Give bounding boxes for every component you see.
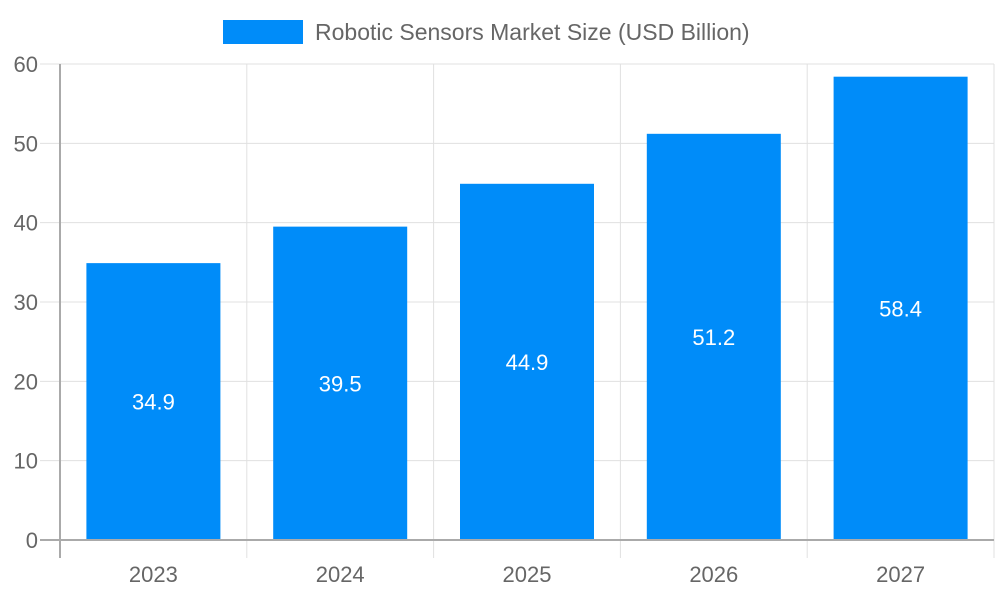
legend-swatch — [223, 20, 303, 44]
bar — [833, 76, 968, 541]
x-tick-label: 2027 — [876, 562, 925, 587]
bar — [86, 263, 221, 540]
y-tick-label: 0 — [26, 528, 38, 553]
data-label: 44.9 — [506, 350, 549, 375]
axes: 0 10 20 30 40 50 60 2023 2024 2025 2026 2027 — [14, 52, 994, 587]
bar — [273, 226, 408, 540]
x-tick-label: 2024 — [316, 562, 365, 587]
legend[interactable]: Robotic Sensors Market Size (USD Billion… — [223, 19, 750, 45]
y-tick-label: 10 — [14, 449, 38, 474]
y-tick-label: 30 — [14, 290, 38, 315]
x-tick-label: 2026 — [689, 562, 738, 587]
y-tick-label: 20 — [14, 369, 38, 394]
y-tick-label: 60 — [14, 52, 38, 77]
bar — [646, 133, 781, 540]
data-label: 51.2 — [692, 325, 735, 350]
y-tick-label: 50 — [14, 131, 38, 156]
x-tick-label: 2025 — [503, 562, 552, 587]
y-tick-label: 40 — [14, 211, 38, 236]
bars: 34.9 39.5 44.9 51.2 58.4 — [86, 76, 968, 541]
bar — [460, 183, 594, 540]
data-label: 58.4 — [879, 296, 922, 321]
data-label: 34.9 — [132, 390, 175, 415]
legend-label: Robotic Sensors Market Size (USD Billion… — [315, 19, 750, 45]
x-tick-label: 2023 — [129, 562, 178, 587]
data-label: 39.5 — [319, 371, 362, 396]
